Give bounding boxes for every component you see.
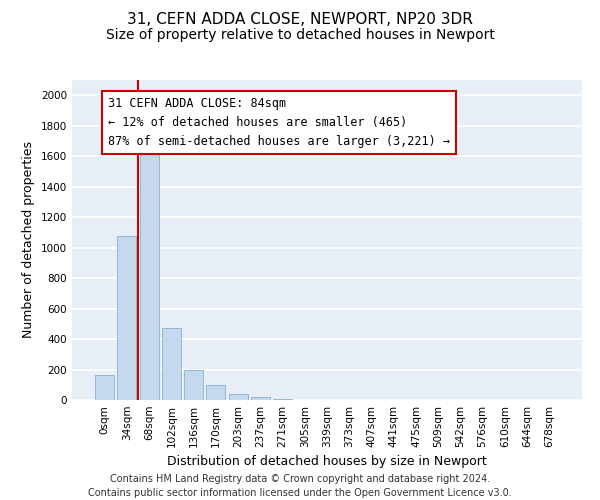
Bar [251,396,270,400]
Text: 31, CEFN ADDA CLOSE, NEWPORT, NP20 3DR: 31, CEFN ADDA CLOSE, NEWPORT, NP20 3DR [127,12,473,28]
Y-axis label: Number of detached properties: Number of detached properties [22,142,35,338]
Bar [206,385,225,400]
Text: 31 CEFN ADDA CLOSE: 84sqm
← 12% of detached houses are smaller (465)
87% of semi: 31 CEFN ADDA CLOSE: 84sqm ← 12% of detac… [108,97,450,148]
Bar [184,370,203,400]
Bar [95,375,114,400]
X-axis label: Distribution of detached houses by size in Newport: Distribution of detached houses by size … [167,456,487,468]
Bar [162,328,181,400]
Text: Size of property relative to detached houses in Newport: Size of property relative to detached ho… [106,28,494,42]
Bar [229,394,248,400]
Bar [273,399,292,400]
Bar [118,236,136,400]
Text: Contains HM Land Registry data © Crown copyright and database right 2024.
Contai: Contains HM Land Registry data © Crown c… [88,474,512,498]
Bar [140,152,158,400]
